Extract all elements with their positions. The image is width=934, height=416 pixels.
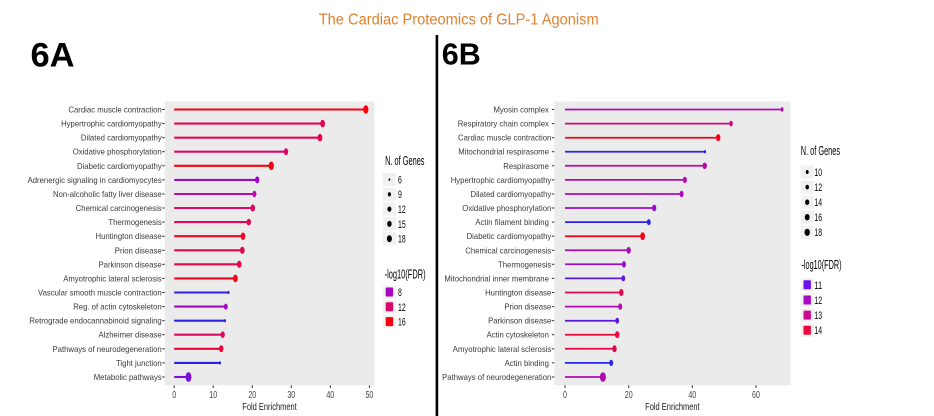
svg-text:Chemical carcinogenesis: Chemical carcinogenesis bbox=[76, 203, 162, 213]
svg-text:20: 20 bbox=[248, 389, 256, 401]
svg-text:Prion disease: Prion disease bbox=[115, 245, 162, 255]
svg-text:16: 16 bbox=[814, 212, 822, 224]
svg-text:Parkinson disease: Parkinson disease bbox=[488, 316, 551, 326]
svg-text:Actin binding: Actin binding bbox=[505, 358, 550, 368]
svg-text:40: 40 bbox=[326, 389, 334, 401]
svg-text:12: 12 bbox=[398, 204, 406, 216]
svg-text:0: 0 bbox=[563, 389, 567, 401]
svg-text:The Cardiac Proteomics of GLP-: The Cardiac Proteomics of GLP-1 Agonism bbox=[319, 12, 599, 29]
svg-text:16: 16 bbox=[398, 317, 406, 329]
svg-text:6B: 6B bbox=[442, 38, 481, 72]
svg-text:Actin cytoskeleton: Actin cytoskeleton bbox=[487, 330, 550, 340]
svg-text:8: 8 bbox=[398, 287, 402, 299]
svg-text:Non-alcoholic fatty liver dise: Non-alcoholic fatty liver disease bbox=[53, 189, 162, 199]
svg-text:Mitochondrial respirasome: Mitochondrial respirasome bbox=[458, 147, 549, 157]
svg-text:Oxidative phosphorylation: Oxidative phosphorylation bbox=[73, 147, 162, 157]
svg-text:20: 20 bbox=[625, 389, 633, 401]
svg-text:-log10(FDR): -log10(FDR) bbox=[802, 257, 842, 272]
svg-text:10: 10 bbox=[814, 167, 822, 179]
svg-text:Diabetic cardiomyopathy: Diabetic cardiomyopathy bbox=[467, 231, 552, 241]
svg-text:18: 18 bbox=[814, 227, 822, 239]
svg-text:-log10(FDR): -log10(FDR) bbox=[385, 267, 426, 282]
svg-text:60: 60 bbox=[752, 389, 760, 401]
svg-text:Vascular smooth muscle contrac: Vascular smooth muscle contraction bbox=[38, 288, 162, 298]
svg-text:12: 12 bbox=[814, 182, 822, 194]
svg-text:Adrenergic signaling in cardio: Adrenergic signaling in cardiomyocytes bbox=[28, 175, 162, 185]
svg-text:Parkinson disease: Parkinson disease bbox=[99, 259, 162, 269]
svg-text:Cardiac muscle contraction: Cardiac muscle contraction bbox=[458, 133, 552, 143]
svg-text:30: 30 bbox=[287, 389, 295, 401]
svg-text:10: 10 bbox=[209, 389, 217, 401]
svg-text:Dilated cardiomyopathy: Dilated cardiomyopathy bbox=[471, 189, 552, 199]
svg-text:Chemical carcinogenesis: Chemical carcinogenesis bbox=[465, 245, 551, 255]
svg-text:Myosin complex: Myosin complex bbox=[494, 105, 550, 115]
svg-text:Alzheimer disease: Alzheimer disease bbox=[99, 330, 162, 340]
svg-text:14: 14 bbox=[814, 325, 822, 337]
svg-text:Respirasome: Respirasome bbox=[503, 161, 549, 171]
svg-text:N. of Genes: N. of Genes bbox=[801, 143, 840, 158]
svg-text:Oxidative phosphorylation: Oxidative phosphorylation bbox=[462, 203, 551, 213]
svg-text:Reg. of actin cytoskeleton: Reg. of actin cytoskeleton bbox=[73, 302, 162, 312]
svg-text:Fold Enrichment: Fold Enrichment bbox=[645, 401, 700, 413]
svg-text:Huntington disease: Huntington disease bbox=[96, 231, 162, 241]
svg-text:Tight junction: Tight junction bbox=[116, 358, 162, 368]
svg-text:Amyotrophic lateral sclerosis: Amyotrophic lateral sclerosis bbox=[453, 344, 552, 354]
svg-text:Diabetic cardiomyopathy: Diabetic cardiomyopathy bbox=[77, 161, 162, 171]
svg-text:14: 14 bbox=[814, 197, 822, 209]
svg-text:Metabolic pathways: Metabolic pathways bbox=[94, 372, 162, 382]
svg-text:50: 50 bbox=[365, 389, 373, 401]
svg-text:Hypertrophic cardiomyopathy: Hypertrophic cardiomyopathy bbox=[451, 175, 552, 185]
svg-text:Actin filament binding: Actin filament binding bbox=[475, 217, 549, 227]
svg-text:Hypertrophic cardiomyopathy: Hypertrophic cardiomyopathy bbox=[61, 119, 162, 129]
svg-text:Mitochondrial inner membrane: Mitochondrial inner membrane bbox=[444, 273, 549, 283]
svg-text:12: 12 bbox=[398, 302, 406, 314]
svg-text:Huntington disease: Huntington disease bbox=[485, 288, 551, 298]
svg-text:Dilated cardiomyopathy: Dilated cardiomyopathy bbox=[81, 133, 162, 143]
svg-text:Thermogenesis: Thermogenesis bbox=[108, 217, 161, 227]
svg-text:Prion disease: Prion disease bbox=[504, 302, 551, 312]
svg-text:N. of Genes: N. of Genes bbox=[385, 153, 424, 168]
svg-text:9: 9 bbox=[398, 189, 402, 201]
svg-text:Thermogenesis: Thermogenesis bbox=[498, 259, 551, 269]
svg-text:12: 12 bbox=[814, 295, 822, 307]
svg-text:11: 11 bbox=[814, 280, 822, 292]
svg-text:15: 15 bbox=[398, 219, 406, 231]
svg-text:6: 6 bbox=[398, 174, 402, 186]
svg-text:13: 13 bbox=[814, 310, 822, 322]
svg-text:18: 18 bbox=[398, 234, 406, 246]
svg-text:Respiratory chain complex: Respiratory chain complex bbox=[458, 119, 550, 129]
svg-text:Cardiac muscle contraction: Cardiac muscle contraction bbox=[68, 105, 162, 115]
svg-text:Fold Enrichment: Fold Enrichment bbox=[242, 401, 297, 413]
svg-text:Pathways of neurodegeneration: Pathways of neurodegeneration bbox=[442, 372, 551, 382]
svg-text:Amyotrophic lateral sclerosis: Amyotrophic lateral sclerosis bbox=[63, 273, 162, 283]
svg-text:Pathways of neurodegeneration: Pathways of neurodegeneration bbox=[53, 344, 162, 354]
svg-text:0: 0 bbox=[172, 389, 176, 401]
svg-text:6A: 6A bbox=[31, 37, 75, 75]
svg-text:40: 40 bbox=[688, 389, 696, 401]
svg-text:Retrograde endocannabinoid sig: Retrograde endocannabinoid signaling bbox=[29, 316, 162, 326]
